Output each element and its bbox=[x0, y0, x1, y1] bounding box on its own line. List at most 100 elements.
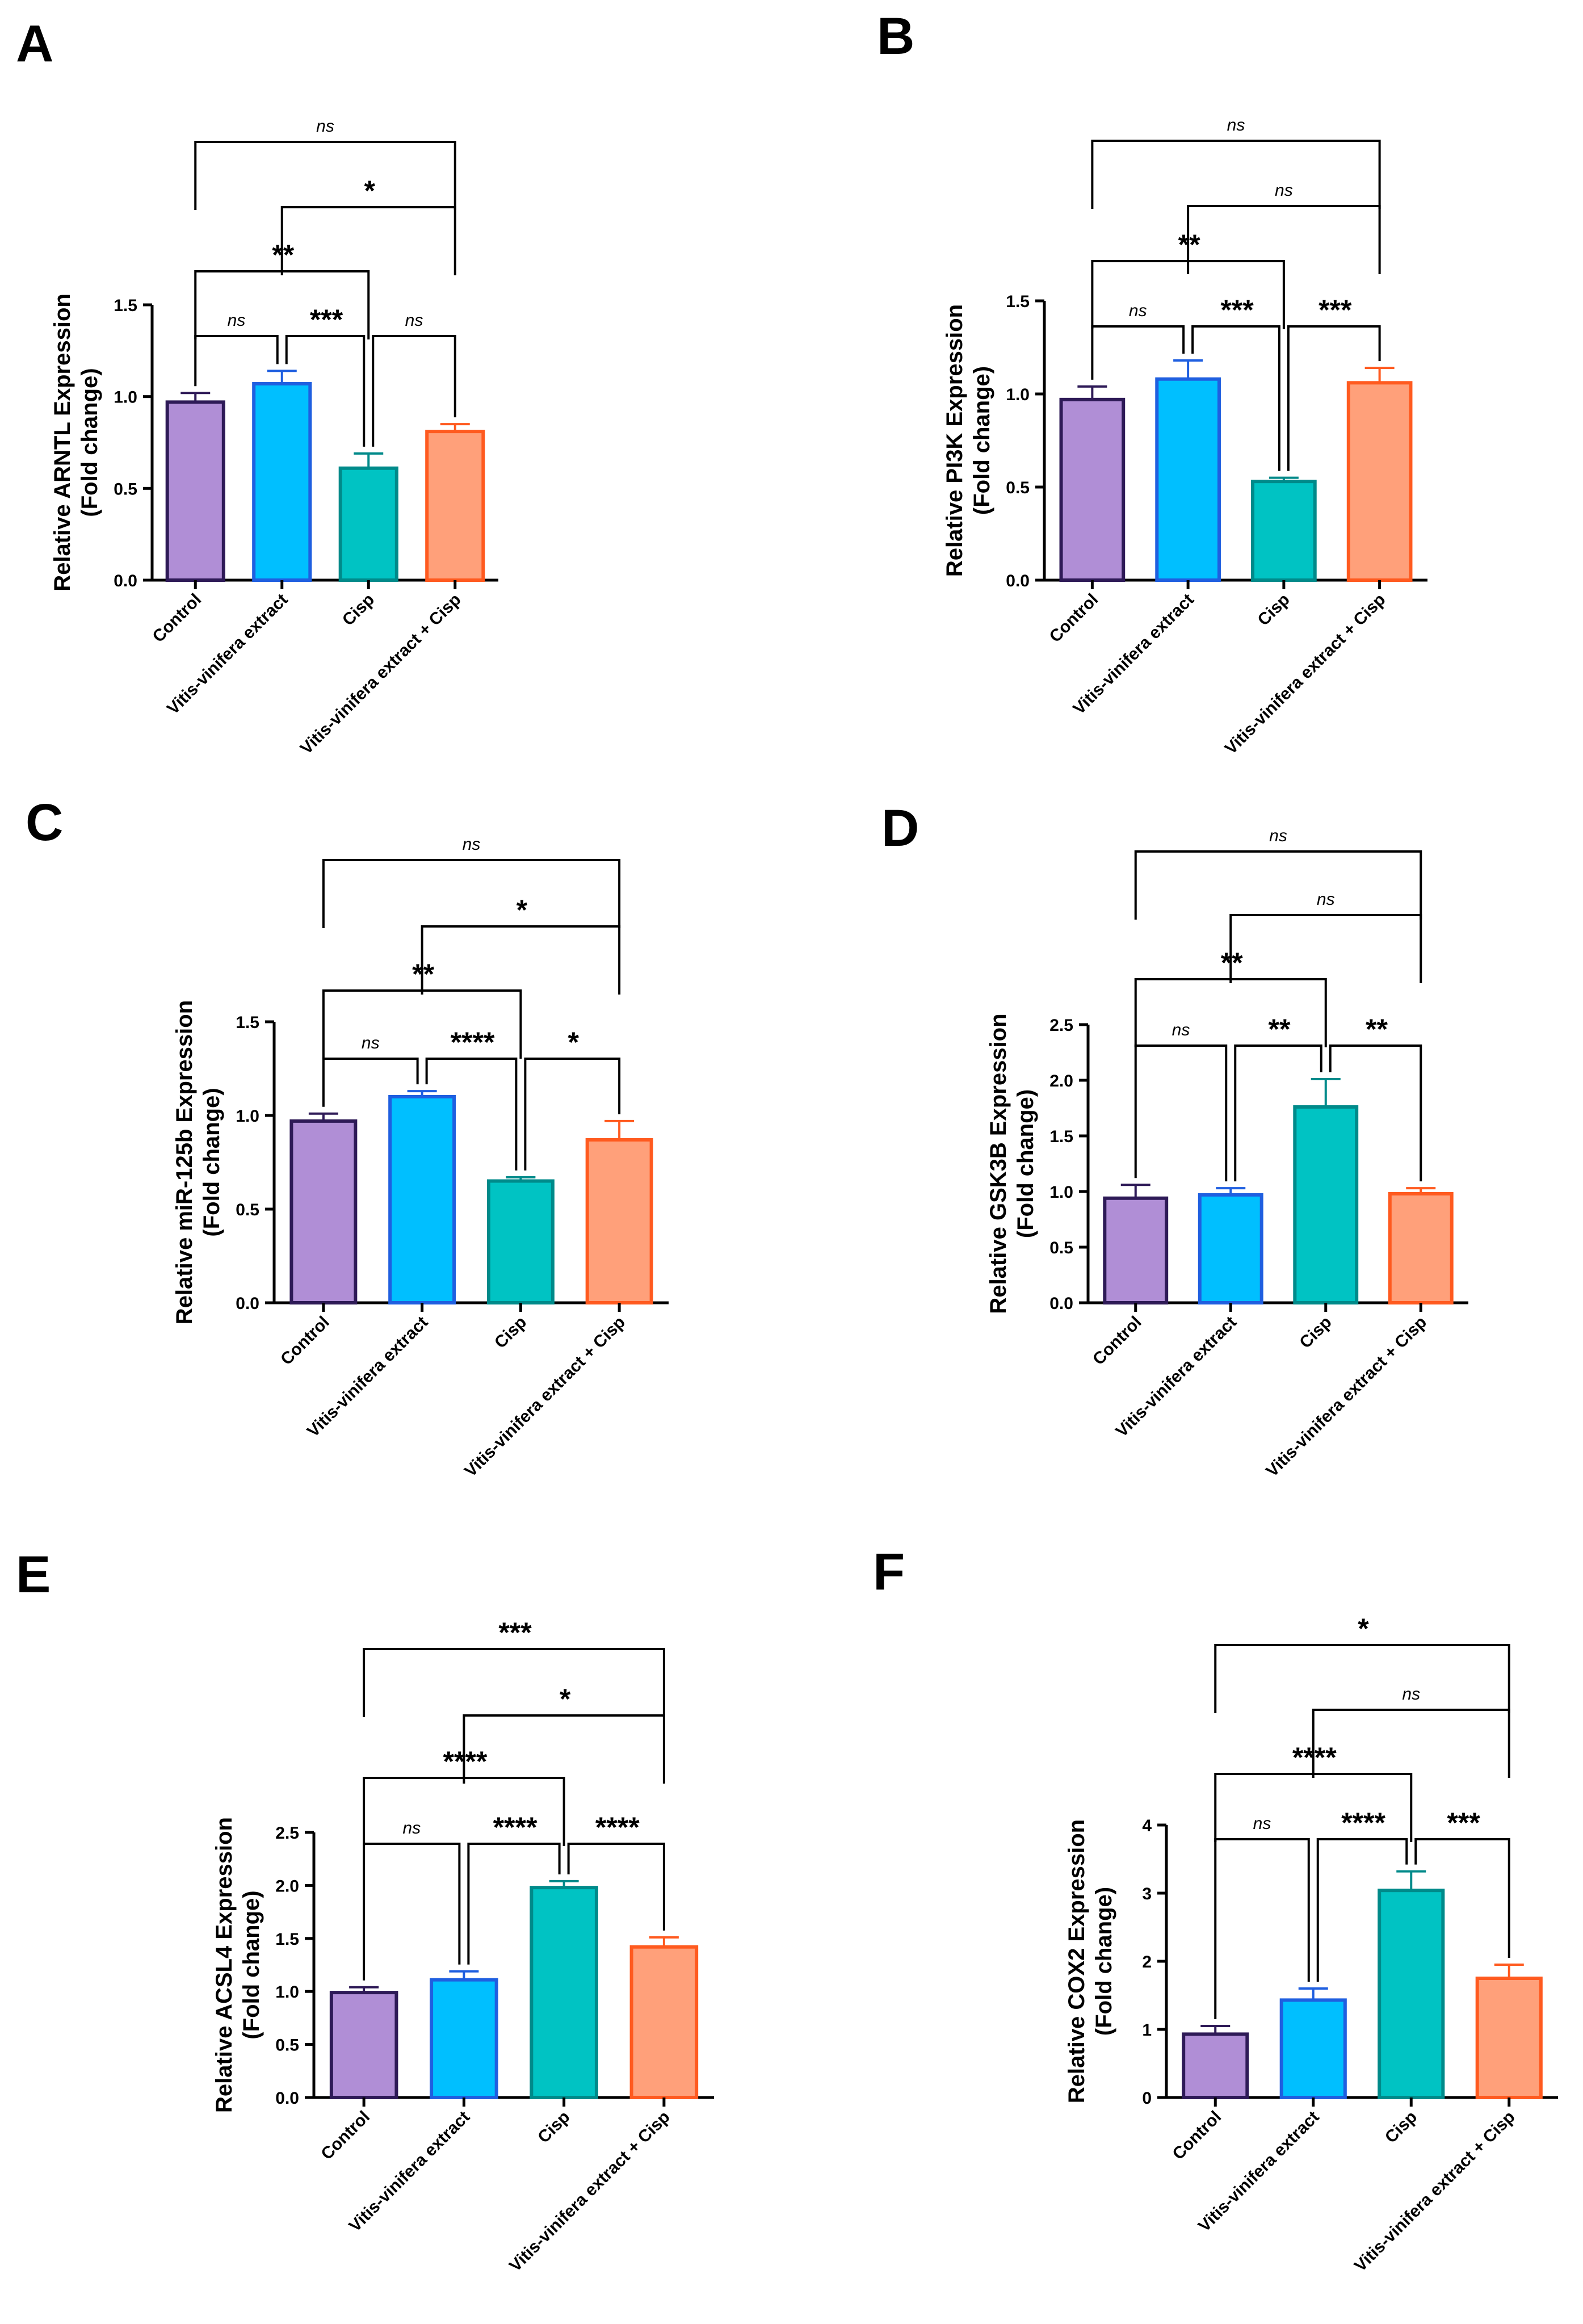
x-tick-label: Vitis-vinifera extract + Cisp bbox=[461, 1313, 629, 1481]
significance-bracket bbox=[280, 206, 456, 275]
y-axis-label: Relative ARNTL Expression (Fold change) bbox=[50, 293, 102, 592]
significance-bracket bbox=[1312, 1709, 1510, 1778]
y-axis-label-line: Relative ARNTL Expression bbox=[50, 293, 75, 592]
bar bbox=[329, 1991, 398, 2100]
y-tick-label: 1.5 bbox=[275, 1930, 299, 1949]
significance-label: *** bbox=[309, 304, 343, 335]
significance-label: *** bbox=[1219, 294, 1254, 326]
bar bbox=[1251, 480, 1317, 582]
significance-label: * bbox=[567, 1026, 580, 1058]
significance-bracket bbox=[1214, 1838, 1310, 2019]
y-tick-label: 1.5 bbox=[114, 296, 137, 315]
x-tick-label: Vitis-vinifera extract + Cisp bbox=[1351, 2108, 1519, 2276]
significance-label: ns bbox=[463, 835, 481, 854]
y-tick-label: 0 bbox=[1142, 2089, 1152, 2108]
y-axis-label-line: Relative GSK3B Expression bbox=[986, 1013, 1011, 1314]
x-tick-label: Cisp bbox=[1254, 590, 1294, 630]
x-tick-label: Control bbox=[149, 590, 205, 647]
significance-bracket bbox=[1091, 325, 1185, 380]
y-axis-label-line: Relative COX2 Expression bbox=[1064, 1819, 1089, 2103]
significance-label: ns bbox=[405, 311, 423, 330]
significance-label: **** bbox=[594, 1811, 640, 1843]
bar bbox=[1103, 1196, 1169, 1305]
bar bbox=[1198, 1193, 1263, 1304]
y-axis-label-line: Relative ACSL4 Expression bbox=[212, 1817, 237, 2113]
x-tick-label: Control bbox=[1046, 590, 1102, 647]
x-tick-label: Cisp bbox=[534, 2108, 573, 2147]
y-axis-label-line: (Fold change) bbox=[239, 1890, 264, 2039]
y-tick-label: 4 bbox=[1142, 1817, 1152, 1835]
significance-bracket bbox=[524, 1058, 621, 1171]
significance-label: * bbox=[559, 1683, 571, 1715]
y-tick-label: 0.5 bbox=[236, 1201, 259, 1219]
bar bbox=[388, 1095, 456, 1304]
y-tick-label: 1 bbox=[1142, 2021, 1152, 2040]
y-tick-label: 1.0 bbox=[236, 1107, 259, 1126]
panel-letter: C bbox=[26, 794, 63, 851]
significance-label: ** bbox=[1267, 1013, 1291, 1045]
significance-label: *** bbox=[1317, 294, 1352, 326]
y-tick-label: 2.5 bbox=[275, 1824, 299, 1843]
bar bbox=[1293, 1105, 1359, 1305]
significance-label: **** bbox=[450, 1026, 495, 1058]
x-tick-label: Cisp bbox=[491, 1313, 530, 1352]
y-tick-label: 1.5 bbox=[1006, 292, 1030, 311]
significance-bracket bbox=[194, 270, 370, 339]
significance-bracket bbox=[1329, 1044, 1422, 1182]
y-tick-label: 0.5 bbox=[275, 2036, 299, 2055]
significance-bracket bbox=[1187, 205, 1381, 274]
bar bbox=[486, 1179, 555, 1304]
bar bbox=[1475, 1977, 1543, 2099]
significance-bracket bbox=[1134, 1044, 1228, 1182]
x-tick-label: Vitis-vinifera extract + Cisp bbox=[297, 590, 465, 758]
significance-bracket bbox=[194, 141, 456, 210]
y-axis-label: Relative GSK3B Expression (Fold change) bbox=[986, 1013, 1038, 1314]
x-tick-label: Control bbox=[1169, 2108, 1225, 2164]
bar bbox=[1378, 1889, 1445, 2099]
significance-bracket bbox=[322, 1058, 419, 1107]
panel-c: C 0.0 0.5 1.0 1.5 Relative miR-125b Expressio… bbox=[26, 794, 669, 1481]
significance-bracket bbox=[1191, 325, 1280, 471]
x-tick-label: Control bbox=[277, 1313, 333, 1369]
bar bbox=[629, 1945, 699, 2099]
y-axis-label-line: Relative PI3K Expression bbox=[942, 304, 967, 577]
panel-a: A 0.0 0.5 1.0 1.5 Relative ARNTL Expression (F… bbox=[16, 15, 498, 758]
significance-label: **** bbox=[1340, 1807, 1385, 1839]
y-tick-label: 1.0 bbox=[1006, 385, 1030, 404]
significance-label: ns bbox=[1227, 116, 1245, 135]
y-tick-label: 0.5 bbox=[1006, 479, 1030, 497]
significance-label: *** bbox=[1446, 1807, 1480, 1839]
x-tick-label: Cisp bbox=[1382, 2108, 1421, 2147]
panel-b: B 0.0 0.5 1.0 1.5 Relative PI3K Expression (Fo… bbox=[877, 7, 1427, 758]
y-tick-label: 0.5 bbox=[114, 480, 137, 498]
significance-bracket bbox=[363, 1843, 461, 1981]
y-axis-label-line: (Fold change) bbox=[1091, 1887, 1116, 2036]
significance-bracket bbox=[421, 925, 621, 995]
y-tick-label: 0.0 bbox=[114, 572, 137, 590]
significance-bracket bbox=[1134, 978, 1327, 1047]
bar bbox=[338, 466, 398, 582]
bar bbox=[1388, 1192, 1454, 1304]
panel-letter: E bbox=[16, 1546, 51, 1604]
significance-bracket bbox=[1091, 140, 1381, 209]
significance-bracket bbox=[1214, 1644, 1510, 1713]
y-tick-label: 2.5 bbox=[1049, 1016, 1073, 1035]
bar bbox=[430, 1978, 498, 2100]
significance-label: * bbox=[363, 175, 376, 207]
y-tick-label: 1.0 bbox=[114, 388, 137, 407]
x-tick-label: Vitis-vinifera extract + Cisp bbox=[1262, 1313, 1430, 1481]
panel-e: E 0.0 0.5 1.0 1.5 2.0 2.5 Relative ACSL4 Expres… bbox=[16, 1546, 714, 2276]
significance-label: ns bbox=[228, 311, 246, 330]
panel-letter: A bbox=[16, 15, 53, 73]
y-axis-label: Relative COX2 Expression (Fold change) bbox=[1064, 1819, 1116, 2103]
bar bbox=[425, 430, 485, 582]
bar bbox=[252, 382, 312, 582]
bar bbox=[530, 1886, 598, 2099]
bar bbox=[1155, 377, 1221, 582]
panel-letter: B bbox=[877, 7, 914, 65]
significance-bracket bbox=[322, 859, 621, 928]
y-tick-label: 1.0 bbox=[275, 1983, 299, 2002]
significance-bracket bbox=[1134, 850, 1422, 920]
panel-letter: D bbox=[881, 799, 919, 857]
